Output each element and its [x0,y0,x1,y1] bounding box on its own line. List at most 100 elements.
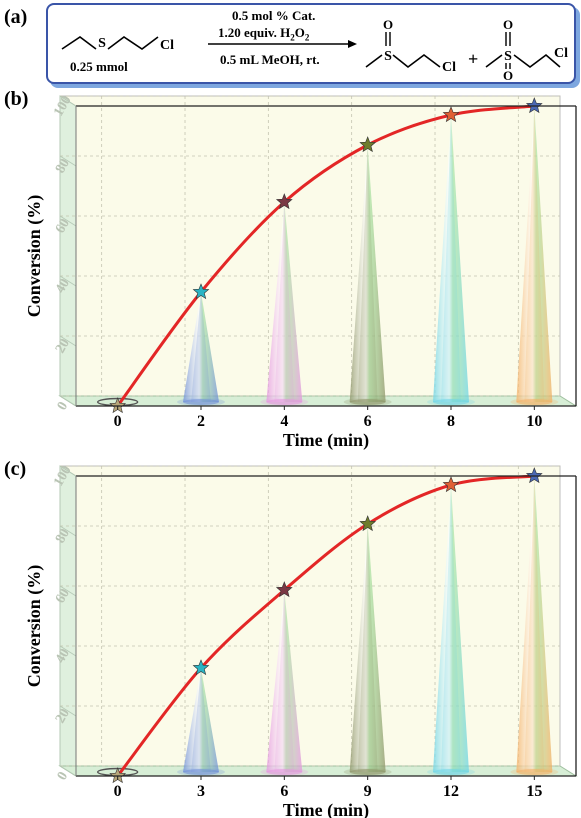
x-tick-label: 0 [114,783,122,800]
cone-bar [516,476,553,772]
x-axis-title: Time (min) [283,800,369,818]
cone-inner [524,476,545,772]
cone-inner [274,202,295,402]
condition-solvent: 0.5 mL MeOH, rt. [220,52,320,67]
y-tick-label: 80 [53,156,73,176]
x-tick-label: 6 [364,413,372,430]
x-tick-label: 2 [197,413,205,430]
cone-inner [441,485,461,772]
data-star [192,283,210,300]
data-star [275,193,293,210]
sulfoxide-chlorine: Cl [442,60,456,75]
data-star [359,515,377,532]
x-tick-label: 15 [526,783,542,800]
grid-line-wall [59,645,77,657]
cone-inner [357,524,378,772]
y-axis-title: Conversion (%) [24,565,45,688]
grid-line-wall [59,705,77,717]
sulfone-chain-left [485,54,503,68]
cone-inner [191,292,211,402]
cone-base [433,769,469,775]
x-axis-title: Time (min) [283,430,369,451]
substrate-sulfur: S [98,36,106,51]
y-tick-label: 60 [53,216,73,236]
scheme-structures: S Cl S O Cl + S O O Cl [61,17,568,83]
substrate-amount: 0.25 mmol [70,59,128,74]
cone-base [266,399,303,405]
back-wall [59,465,561,767]
substrate-chain-left [61,36,97,50]
y-tick-label: 20 [53,706,73,726]
cone-bar [266,590,303,772]
grid-line-wall [59,215,77,227]
x-tick-label: 3 [197,783,205,800]
y-axis-title: Conversion (%) [24,195,45,318]
data-star [359,136,377,153]
sulfone-oxygen-top: O [503,17,513,32]
cone-inner [191,668,211,772]
y-tick-label: 20 [53,336,73,356]
back-wall [59,95,561,397]
arrow-head [348,40,357,48]
x-tick-label: 6 [280,783,288,800]
grid-line-wall [59,275,77,287]
cone-base [433,399,469,405]
cone-bar [266,202,303,402]
data-star [275,581,293,598]
x-tick-label: 0 [114,413,122,430]
x-tick-label: 8 [447,413,455,430]
x-tick-label: 12 [443,783,459,800]
grid-line-wall [59,155,77,167]
left-wall [59,95,77,407]
sulfoxide-chain-right [392,54,441,69]
sulfoxide-chain-left [365,54,383,68]
cone-bar [433,485,469,772]
reaction-scheme: S Cl S O Cl + S O O Cl 0.25 mmol 0.5 mol… [46,3,576,84]
grid-line-wall [59,765,77,777]
cone-base [349,769,386,775]
panel-label-a: (a) [4,6,28,28]
data-star [525,467,543,484]
cone-inner [357,145,378,402]
sulfone-oxygen-bottom: O [503,68,513,82]
cone-base [183,399,219,405]
sulfone-chlorine: Cl [554,46,568,61]
data-star [442,476,460,493]
data-star [525,97,543,114]
cone-inner [274,590,295,772]
cone-bar [516,106,553,402]
x-tick-label: 4 [280,413,288,430]
condition-oxidant: 1.20 equiv. H2O2 [218,25,310,43]
cone-inner [524,106,545,402]
panel-label-b: (b) [4,88,29,110]
grid-line-wall [59,335,77,347]
panel-label-c: (c) [4,458,27,480]
grid-line-wall [59,525,77,537]
data-star [192,659,210,676]
y-tick-label: 40 [53,646,73,666]
grid-line-wall [59,585,77,597]
cone-base [516,769,553,775]
cone-bar [183,668,219,772]
sulfone-chain-right [513,53,561,68]
plus-sign: + [468,49,478,69]
grid-line-wall [59,95,77,107]
grid-line-wall [59,465,77,477]
grid-line-wall [59,395,77,407]
y-tick-label: 80 [53,526,73,546]
cone-bar [349,145,386,402]
sulfoxide-sulfur: S [384,49,392,64]
x-tick-label: 10 [526,413,542,430]
sulfoxide-oxygen: O [383,17,393,32]
left-wall [59,465,77,777]
sulfone-sulfur: S [504,49,512,64]
cone-inner [441,115,461,402]
cone-bar [433,115,469,402]
cone-base [183,769,219,775]
y-tick-label: 60 [53,586,73,606]
substrate-chain-right [107,36,159,50]
condition-catalyst: 0.5 mol % Cat. [232,8,316,23]
data-star [442,106,460,123]
x-tick-label: 9 [364,783,372,800]
